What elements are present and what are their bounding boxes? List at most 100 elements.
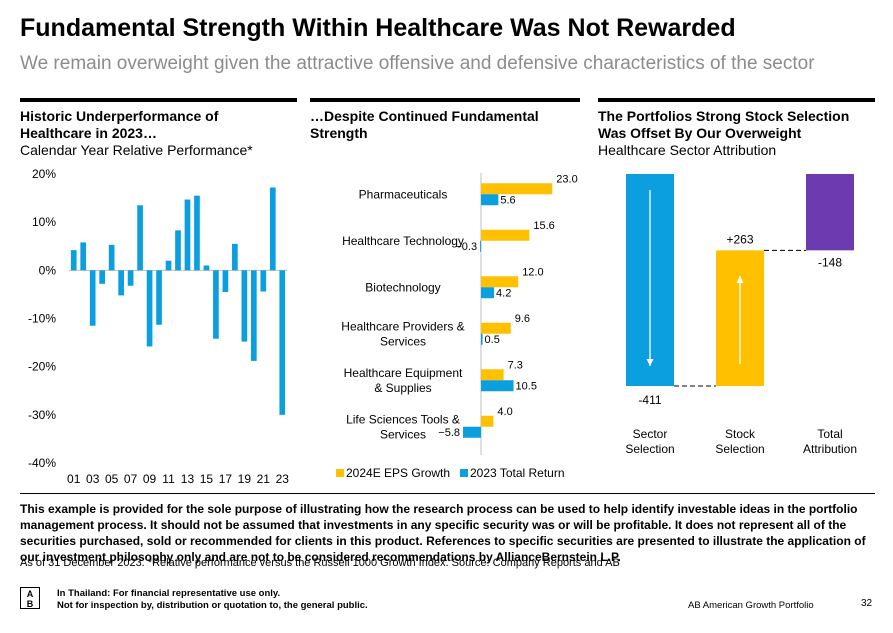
total-return-bar <box>463 426 481 438</box>
category-label: Stock <box>725 427 756 441</box>
logo-letter-bottom: B <box>26 599 34 609</box>
eps-growth-bar <box>481 369 504 381</box>
page-subtitle: We remain overweight given the attractiv… <box>20 53 815 74</box>
ab-logo: A B <box>20 587 40 609</box>
footer-note: In Thailand: For financial representativ… <box>57 588 368 612</box>
y-tick-label: 0% <box>39 263 57 277</box>
total-return-bar <box>481 333 483 345</box>
bar-year-02 <box>80 242 87 271</box>
up-arrow-icon-head <box>736 276 744 283</box>
category-label: Healthcare Equipment <box>344 366 463 380</box>
bar-year-05 <box>108 244 115 271</box>
bar-year-15 <box>203 265 210 271</box>
panel2-rule <box>310 98 580 102</box>
bar-year-01 <box>70 250 77 271</box>
x-tick-label: 15 <box>200 472 214 486</box>
eps-growth-bar <box>481 322 511 334</box>
category-label: & Supplies <box>374 381 431 395</box>
panel2-title-line1: …Despite Continued Fundamental <box>310 108 539 124</box>
relative-performance-chart: 20% 10% 0% -10% -20% -30% -40% 01 03 05 07 09 11 13 1… <box>28 167 290 486</box>
bar-year-07 <box>127 270 134 286</box>
waterfall-bar <box>806 174 854 251</box>
panel3-subtitle: Healthcare Sector Attribution <box>598 142 777 158</box>
footer-product-name: AB American Growth Portfolio <box>688 600 814 611</box>
panel2-title-line2: Strength <box>310 125 368 141</box>
x-tick-label: 01 <box>67 472 81 486</box>
panel3-title-line1: The Portfolios Strong Stock Selection <box>598 108 850 124</box>
legend-swatch <box>460 469 468 477</box>
category-label: Sector <box>633 427 668 441</box>
category-label: Selection <box>625 442 674 456</box>
panel3-rule <box>598 98 875 102</box>
data-label: +263 <box>726 232 753 246</box>
total-return-bar <box>481 287 495 299</box>
data-label: 0.5 <box>485 334 500 346</box>
bar-year-23 <box>279 270 286 415</box>
category-label: Healthcare Technology <box>342 234 464 248</box>
bar-year-19 <box>241 270 248 342</box>
x-tick-label: 17 <box>219 472 233 486</box>
x-tick-label: 11 <box>162 472 175 486</box>
bar-year-04 <box>99 270 106 284</box>
panel1-subtitle: Calendar Year Relative Performance* <box>20 142 253 158</box>
data-label: 15.6 <box>533 220 554 232</box>
x-tick-label: 09 <box>143 472 157 486</box>
panel1-title-line2: Healthcare in 2023… <box>20 125 157 141</box>
eps-growth-bar <box>481 183 553 195</box>
bar-year-21 <box>260 270 267 292</box>
total-return-bar <box>480 240 482 252</box>
eps-growth-bar <box>481 229 530 241</box>
bar-year-20 <box>250 270 257 361</box>
panel1-title-line1: Historic Underperformance of <box>20 108 219 124</box>
total-return-bar <box>481 380 514 392</box>
x-tick-label: 13 <box>181 472 195 486</box>
category-label: Total <box>817 427 842 441</box>
data-label: 4.2 <box>496 287 511 299</box>
logo-letter-top: A <box>26 589 34 599</box>
category-label: Pharmaceuticals <box>359 187 448 201</box>
data-label: -148 <box>818 255 842 269</box>
data-label: −5.8 <box>438 427 460 439</box>
logo-bar <box>30 588 32 608</box>
y-tick-label: -10% <box>28 312 56 326</box>
bar-year-22 <box>269 187 276 271</box>
x-tick-label: 07 <box>124 472 138 486</box>
eps-growth-bar <box>481 276 519 288</box>
bar-year-06 <box>118 270 124 296</box>
y-tick-label: 20% <box>32 167 56 181</box>
bar-year-03 <box>89 270 96 326</box>
category-label: Services <box>380 334 426 348</box>
bar-year-09 <box>146 270 153 347</box>
bar-year-16 <box>213 270 219 339</box>
bar-year-10 <box>156 270 162 325</box>
data-label: 4.0 <box>497 406 512 418</box>
category-label: Biotechnology <box>365 280 440 294</box>
y-tick-label: -40% <box>28 456 56 470</box>
y-tick-label: -20% <box>28 360 56 374</box>
data-label: 9.6 <box>515 313 530 325</box>
footer-note-line1: In Thailand: For financial representativ… <box>57 588 281 599</box>
category-label: Selection <box>715 442 764 456</box>
x-tick-label: 23 <box>276 472 290 486</box>
divider <box>20 493 875 494</box>
data-label: 12.0 <box>522 266 543 278</box>
bar-year-12 <box>175 230 181 271</box>
disclaimer: This example is provided for the sole pu… <box>20 502 866 564</box>
panel3-title-line2: Was Offset By Our Overweight <box>598 125 802 141</box>
data-label: 10.5 <box>516 380 537 392</box>
legend-swatch <box>336 469 344 477</box>
data-label: 23.0 <box>556 173 577 185</box>
legend-label: 2024E EPS Growth <box>346 466 450 480</box>
panel1-title: Historic Underperformance of Healthcare … <box>20 108 300 159</box>
data-label: 5.6 <box>500 194 515 206</box>
data-label: −0.3 <box>455 241 477 253</box>
category-label: Healthcare Providers & <box>341 319 464 333</box>
bar-year-08 <box>137 205 143 271</box>
panel1-rule <box>20 98 297 102</box>
category-label: Services <box>380 427 426 441</box>
x-tick-label: 03 <box>86 472 100 486</box>
eps-growth-bar <box>481 415 494 427</box>
bar-year-18 <box>232 243 238 271</box>
data-label: -411 <box>638 393 661 407</box>
category-label: Attribution <box>803 442 857 456</box>
